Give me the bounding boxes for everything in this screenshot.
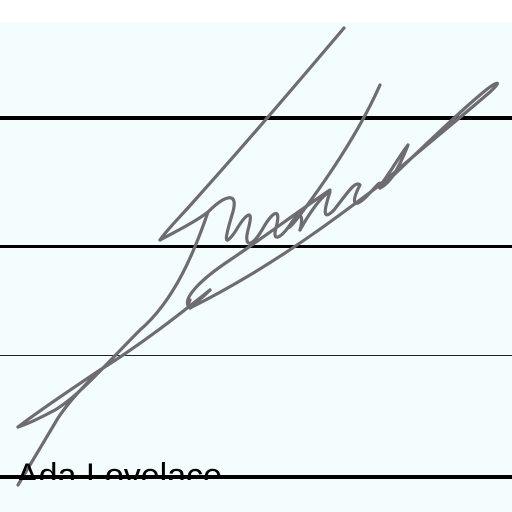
signature-stroke	[188, 81, 499, 310]
signature-stroke	[287, 83, 382, 230]
ruled-line	[0, 116, 512, 120]
signature-stroke	[206, 196, 264, 245]
ruled-line	[0, 245, 512, 248]
signer-name: Ada Lovelace	[16, 457, 223, 480]
signature-stroke	[185, 188, 332, 310]
signature-stroke	[332, 181, 382, 212]
signature-stroke	[298, 190, 336, 232]
signature-stroke	[187, 288, 212, 307]
signature-line	[0, 475, 512, 479]
ruled-line	[0, 355, 512, 356]
signature-stroke	[16, 210, 210, 429]
signature-stroke	[158, 26, 346, 242]
signature-stroke	[16, 368, 102, 487]
paper-background	[0, 22, 512, 512]
